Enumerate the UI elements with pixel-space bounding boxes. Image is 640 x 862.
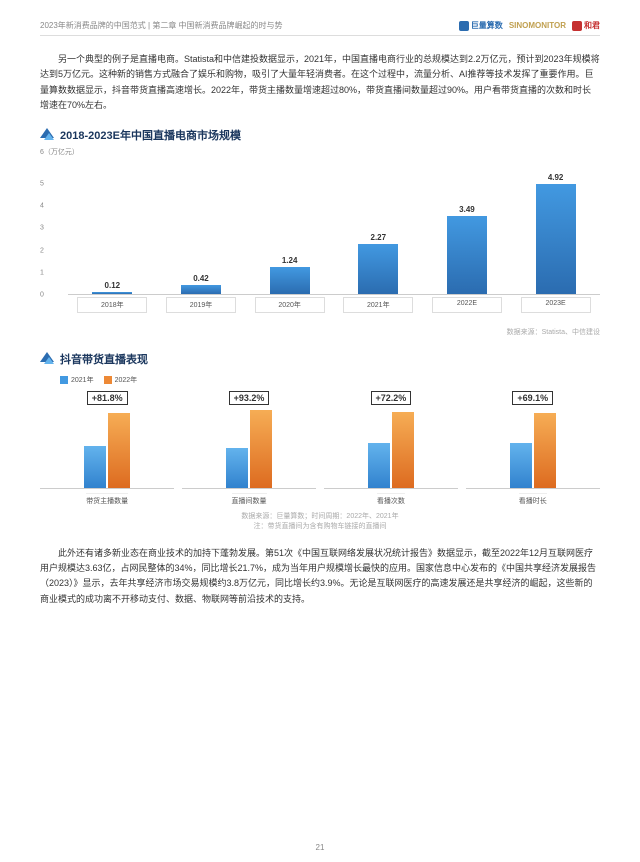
logo-juliang: 巨量算数 [459,20,503,31]
bar [92,292,132,295]
bar-column: 0.12 [77,281,147,295]
triangle-icon [40,128,54,142]
growth-label: +93.2% [229,391,270,405]
bar [181,285,221,294]
y-tick: 2 [40,247,44,254]
bar-column: 0.42 [166,274,236,294]
growth-label: +81.8% [87,391,128,405]
report-page: 2023年新消费品牌的中国范式 | 第二章 中国新消费品牌崛起的时与势 巨量算数… [0,0,640,862]
y-tick: 5 [40,180,44,187]
panel-bars [466,409,600,489]
chart2-title-row: 抖音带货直播表现 [40,351,600,367]
bar [270,267,310,295]
growth-label: +69.1% [512,391,553,405]
logo-sinomonitor: SINOMONITOR [509,21,566,30]
paragraph-2: 此外还有诸多新业态在商业技术的加持下蓬勃发展。第51次《中国互联网络发展状况统计… [40,546,600,607]
chart1-source: 数据来源：Statista、中信建设 [40,327,600,337]
page-number: 21 [0,843,640,852]
x-tick-label: 2018年 [77,297,147,313]
y-axis-label: 6（万亿元） [40,147,79,157]
douyin-chart: +81.8% 带货主播数量 +93.2% 直播间数量 +72.2% 看播次数 +69.1% 看… [40,391,600,506]
y-tick: 1 [40,269,44,276]
bar-column: 1.24 [255,256,325,295]
panel-label: 看播次数 [377,493,405,506]
panel-bars [40,409,174,489]
bar-2022 [534,413,556,488]
x-tick-label: 2021年 [343,297,413,313]
x-tick-label: 2020年 [255,297,325,313]
bar-2021 [226,448,248,488]
triangle-icon [40,352,54,366]
bar-2022 [392,412,414,488]
bar-value-label: 4.92 [548,173,564,182]
y-tick: 4 [40,202,44,209]
bar [358,244,398,295]
logo-row: 巨量算数 SINOMONITOR 和君 [459,20,600,31]
bar-value-label: 0.42 [193,274,209,283]
legend-2022: 2022年 [104,375,138,385]
panel-bars [182,409,316,489]
growth-label: +72.2% [371,391,412,405]
metric-panel: +81.8% 带货主播数量 [40,391,174,506]
bar-column: 4.92 [521,173,591,294]
market-size-chart: 6（万亿元） 012345 0.120.421.242.273.494.92 2… [40,151,600,321]
bar-column: 3.49 [432,205,502,294]
panel-label: 带货主播数量 [86,493,128,506]
x-tick-label: 2019年 [166,297,236,313]
bar [536,184,576,294]
swatch-blue [60,376,68,384]
bar-value-label: 1.24 [282,256,298,265]
bar-2021 [84,446,106,488]
page-header: 2023年新消费品牌的中国范式 | 第二章 中国新消费品牌崛起的时与势 巨量算数… [40,20,600,36]
chart2-title: 抖音带货直播表现 [60,351,148,367]
bar-value-label: 3.49 [459,205,475,214]
x-axis: 2018年 2019年 2020年 2021年 2022E 2023E [68,297,600,313]
bar-column: 2.27 [343,233,413,295]
bar-plot: 0.12 0.42 1.24 2.27 3.49 4.92 [68,161,600,295]
breadcrumb: 2023年新消费品牌的中国范式 | 第二章 中国新消费品牌崛起的时与势 [40,20,283,31]
panel-label: 直播间数量 [232,493,267,506]
x-tick-label: 2023E [521,297,591,313]
y-tick: 3 [40,225,44,232]
bar-2021 [368,443,390,488]
chart2-source: 数据来源：巨量算数；时间周期：2022年、2021年 注：带货直播间为含有购物车… [40,512,600,532]
chart1-title: 2018-2023E年中国直播电商市场规模 [60,127,241,143]
bar-2022 [108,413,130,488]
chart2-legend: 2021年 2022年 [60,375,600,385]
bar [447,216,487,294]
bar-2021 [510,443,532,488]
metric-panel: +93.2% 直播间数量 [182,391,316,506]
panel-bars [324,409,458,489]
y-tick: 0 [40,292,44,299]
paragraph-1: 另一个典型的例子是直播电商。Statista和中信建投数据显示，2021年，中国… [40,52,600,113]
chart1-title-row: 2018-2023E年中国直播电商市场规模 [40,127,600,143]
bar-value-label: 2.27 [371,233,387,242]
legend-2021: 2021年 [60,375,94,385]
metric-panel: +69.1% 看播时长 [466,391,600,506]
metric-panel: +72.2% 看播次数 [324,391,458,506]
logo-hejun: 和君 [572,20,600,31]
x-tick-label: 2022E [432,297,502,313]
panel-label: 看播时长 [519,493,547,506]
bar-value-label: 0.12 [105,281,121,290]
swatch-orange [104,376,112,384]
bar-2022 [250,410,272,488]
